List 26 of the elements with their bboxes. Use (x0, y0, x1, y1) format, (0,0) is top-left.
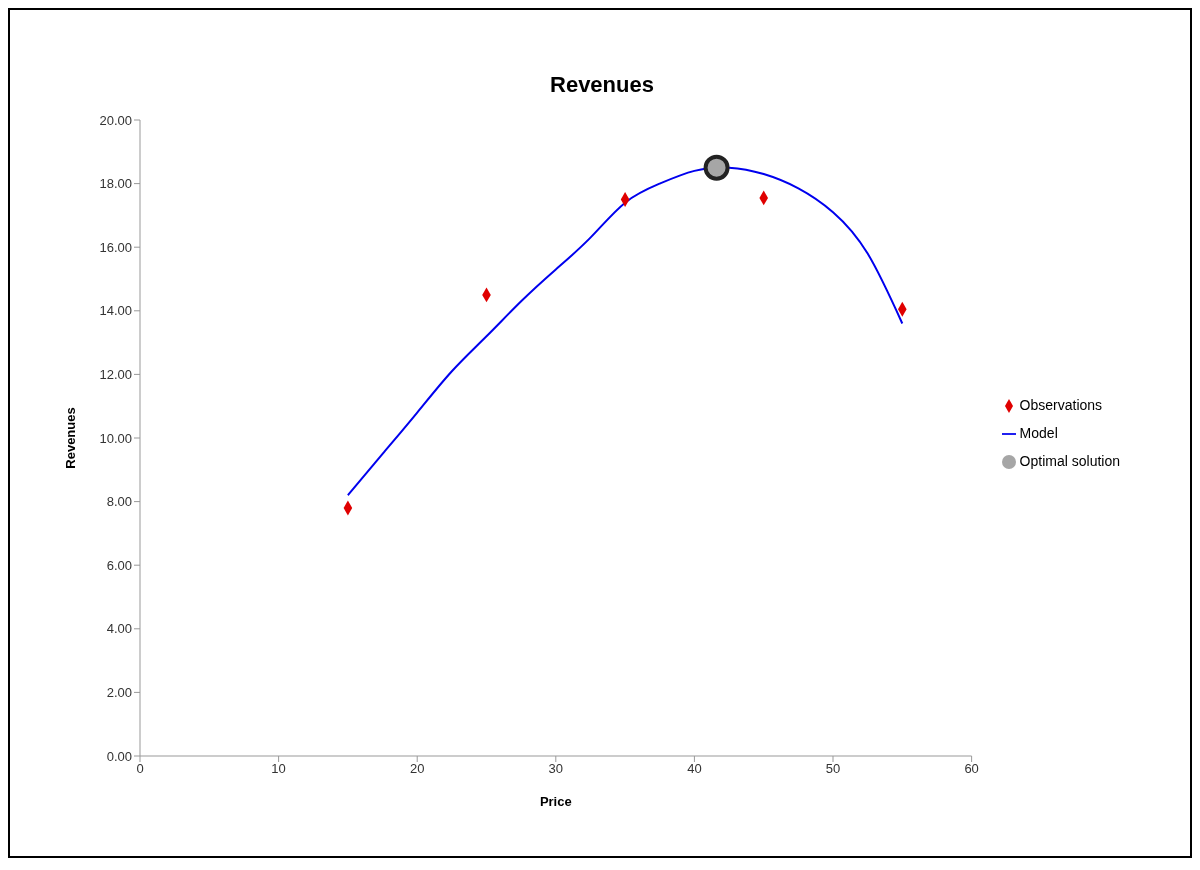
x-tick-label: 60 (964, 761, 979, 777)
x-axis-title: Price (539, 794, 572, 809)
y-tick-label: 4.00 (106, 621, 132, 637)
legend-label: Optimal solution (1019, 453, 1120, 469)
y-tick-label: 2.00 (106, 685, 132, 701)
y-tick-label: 8.00 (106, 494, 132, 510)
legend-label: Model (1019, 425, 1058, 441)
y-tick-label: 14.00 (99, 303, 132, 319)
x-tick-label: 40 (687, 761, 702, 777)
y-tick-label: 0.00 (106, 748, 132, 764)
y-tick-label: 18.00 (99, 176, 132, 192)
x-tick-label: 30 (548, 761, 564, 777)
y-tick-label: 12.00 (99, 367, 132, 383)
x-tick-label: 20 (409, 761, 425, 777)
line-series (346, 166, 904, 497)
y-axis-title: Revenues (62, 407, 78, 469)
point (703, 154, 730, 181)
y-tick-label: 20.00 (99, 112, 132, 128)
x-tick-label: 10 (271, 761, 286, 777)
y-tick-label: 16.00 (99, 239, 132, 255)
y-tick-label: 10.00 (99, 430, 132, 446)
x-tick-label: 0 (136, 761, 144, 777)
y-tick-label: 6.00 (106, 557, 132, 573)
chart-title: Revenues (549, 72, 655, 98)
legend-label: Observations (1019, 397, 1103, 413)
x-tick-label: 50 (825, 761, 841, 777)
